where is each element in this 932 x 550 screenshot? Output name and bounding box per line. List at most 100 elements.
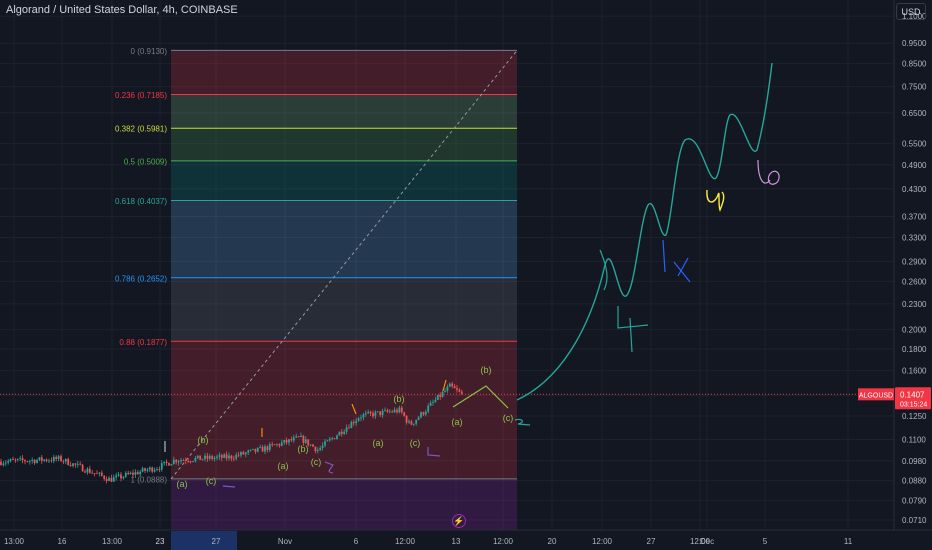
last-price-badge: [895, 387, 931, 410]
projected-abc-path: [452, 385, 509, 409]
candle-body: [333, 438, 336, 439]
candle-body: [432, 401, 434, 403]
candle-body: [374, 411, 377, 417]
candle-body: [290, 439, 293, 441]
candle-body: [0, 461, 2, 465]
handwriting-e: [757, 159, 780, 185]
candle-body: [412, 423, 415, 425]
fib-zone: [171, 50, 517, 95]
candle-body: [124, 472, 127, 477]
candle-body: [120, 474, 122, 479]
candle-body: [357, 418, 360, 421]
candle-body: [36, 459, 38, 463]
countdown-value: 03:15:24: [900, 401, 927, 408]
price-label: 0.8500: [902, 60, 927, 69]
fib-level-label: 0.382 (0.5981): [115, 125, 167, 134]
candle-body: [223, 454, 226, 458]
price-label: 0.3700: [902, 213, 927, 222]
candle-body: [391, 411, 394, 413]
candle-body: [364, 413, 367, 415]
candle-body: [415, 419, 418, 424]
symbol-badge-label: ALGOUSD: [859, 392, 893, 399]
currency-button[interactable]: USD: [896, 3, 926, 20]
candle-body: [400, 407, 403, 413]
candle-body: [38, 457, 41, 460]
candle-body: [396, 409, 398, 413]
wave-label: (b): [298, 444, 309, 454]
candle-body: [276, 444, 278, 445]
price-label: 0.2900: [902, 257, 927, 266]
price-label: 0.0790: [902, 496, 927, 505]
candle-body: [381, 410, 384, 416]
candle-body: [230, 455, 233, 459]
candle-body: [350, 422, 353, 429]
time-scale-bg: [0, 530, 932, 550]
price-label: 0.6500: [902, 109, 927, 118]
candle-body: [441, 392, 444, 398]
handwriting-y: [706, 189, 725, 212]
fib-level-label: 0.236 (0.7185): [115, 91, 167, 100]
candle-body: [110, 477, 113, 482]
candle-body: [319, 448, 322, 450]
time-scale[interactable]: 13:00 16 13:00 23 27 Nov 6 12:00 13 12:00 20 12:00 2…: [0, 529, 932, 550]
price-label: 0.0710: [902, 516, 927, 525]
lightning-icon[interactable]: ⚡: [452, 514, 466, 528]
candle-body: [43, 459, 46, 461]
candle-body: [439, 394, 442, 398]
time-label: Dec: [700, 537, 714, 546]
candle-body: [304, 439, 307, 443]
time-label: 16: [58, 537, 67, 546]
price-label: 0.7500: [902, 83, 927, 92]
handwriting-2: [514, 418, 531, 426]
fib-zone: [171, 160, 517, 201]
candle-body: [285, 440, 288, 443]
candle-body: [264, 446, 266, 452]
candle-body: [57, 456, 60, 460]
candle-body: [180, 460, 182, 462]
candle-body: [21, 458, 24, 461]
price-label: 0.1100: [902, 436, 926, 445]
candle-body: [67, 458, 70, 466]
candle-body: [48, 460, 50, 462]
candle-body: [211, 456, 214, 459]
candle-body: [273, 444, 276, 446]
candle-body: [343, 431, 346, 434]
candle-body: [384, 410, 386, 411]
candle-body: [122, 476, 125, 479]
candle-body: [192, 461, 194, 462]
price-scale-bg: [894, 0, 932, 550]
candle-body: [91, 472, 94, 474]
candle-body: [2, 463, 5, 465]
fib-level-label: 0.786 (0.2652): [115, 274, 167, 283]
candle-body: [213, 457, 216, 459]
time-label: 11: [844, 537, 853, 546]
fib-retracement[interactable]: 0 (0.9130) 0.236 (0.7185) 0.382 (0.5981) 0.…: [115, 47, 518, 530]
candle-body: [456, 388, 458, 390]
candle-body: [283, 440, 286, 443]
candle-body: [4, 462, 7, 464]
candle-body: [458, 389, 461, 392]
candle-body: [444, 390, 446, 393]
candle-body: [132, 472, 134, 475]
candle-body: [362, 414, 365, 418]
wave-label: (b): [198, 435, 209, 445]
price-label: 0.1250: [902, 412, 927, 421]
candle-body: [16, 458, 19, 460]
candle-body: [144, 468, 146, 471]
wave-label: (c): [503, 413, 514, 423]
candle-body: [50, 460, 53, 462]
price-scale[interactable]: 1.1000 0.9500 0.8500 0.7500 0.6500 0.5500 0.49…: [858, 0, 932, 550]
candle-body: [321, 445, 324, 449]
time-label: 13:00: [4, 537, 25, 546]
candle-body: [194, 457, 197, 462]
wave-label: (c): [410, 438, 421, 448]
candle-body: [81, 464, 84, 472]
candle-body: [151, 467, 154, 472]
candle-body: [206, 455, 209, 459]
candle-body: [338, 431, 341, 436]
candle-body: [252, 448, 254, 450]
candle-body: [117, 474, 120, 476]
price-label: 0.2000: [902, 326, 927, 335]
candle-body: [429, 402, 432, 406]
